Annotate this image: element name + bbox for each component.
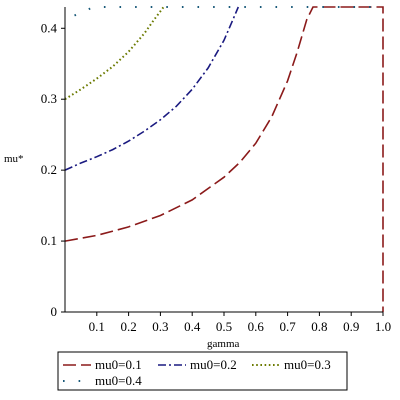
x-tick-label: 0.6: [248, 319, 265, 334]
y-axis-label: mu*: [4, 153, 24, 165]
legend-label: mu0=0.3: [284, 357, 331, 372]
series-line-2: [64, 6, 240, 171]
x-tick-label: 0.8: [311, 319, 327, 334]
x-tick-label: 0.3: [152, 319, 168, 334]
x-tick-label: 0.4: [184, 319, 201, 334]
legend-label: mu0=0.4: [95, 373, 142, 388]
series-line-1: [64, 6, 384, 312]
series-line-3: [64, 6, 165, 101]
y-tick-label: 0.2: [41, 162, 57, 177]
x-tick-label: 0.2: [120, 319, 136, 334]
x-tick-label: 1.0: [375, 319, 391, 334]
legend: mu0=0.1 mu0=0.2 mu0=0.3 mu0=0.4: [57, 351, 348, 391]
x-tick-label: 0.5: [216, 319, 232, 334]
legend-box: [57, 351, 348, 391]
x-tick-label: 0.9: [343, 319, 359, 334]
legend-label: mu0=0.2: [190, 357, 237, 372]
series-line-4: [74, 6, 383, 17]
y-tick-label: 0.1: [41, 233, 57, 248]
y-tick-label: 0.4: [41, 20, 58, 35]
x-axis-label: gamma: [207, 338, 239, 350]
y-tick-label: 0: [51, 304, 58, 319]
legend-label: mu0=0.1: [95, 357, 142, 372]
x-tick-label: 0.1: [89, 319, 105, 334]
y-tick-label: 0.3: [41, 91, 57, 106]
x-tick-label: 0.7: [279, 319, 296, 334]
